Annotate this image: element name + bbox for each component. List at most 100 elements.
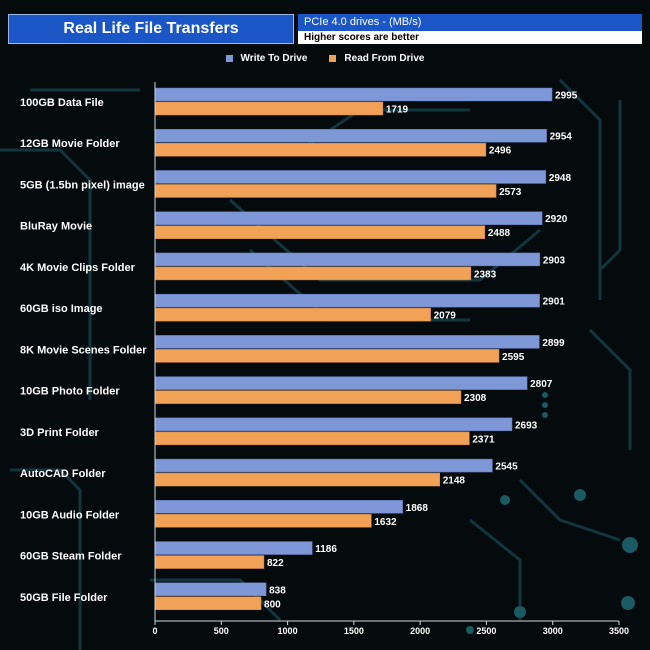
x-tick-label: 3000	[543, 626, 563, 636]
data-label-write: 2899	[542, 338, 565, 349]
circuit-trace	[150, 578, 282, 622]
bar-read	[154, 184, 497, 198]
data-label-write: 1868	[406, 503, 429, 514]
bar-read	[154, 555, 265, 569]
bar-read	[154, 472, 441, 487]
data-label-read: 2371	[472, 434, 495, 445]
category-label: 60GB Steam Folder	[20, 551, 122, 563]
category-label: 12GB Movie Folder	[20, 138, 120, 150]
bar-write	[154, 87, 553, 102]
data-label-read: 1632	[374, 517, 397, 528]
circuit-node	[514, 606, 526, 618]
data-label-read: 2595	[502, 352, 525, 363]
circuit-node	[621, 596, 635, 610]
bar-write	[154, 128, 547, 143]
data-label-read: 2488	[488, 228, 511, 239]
x-tick-label: 1500	[344, 626, 364, 636]
x-tick-label: 2500	[476, 626, 496, 636]
data-label-read: 822	[267, 558, 284, 569]
data-label-write: 2901	[543, 297, 566, 308]
circuit-trace	[518, 478, 621, 542]
x-tick-label: 0	[152, 626, 157, 636]
circuit-trace	[469, 518, 522, 620]
category-label: 3D Print Folder	[20, 427, 100, 439]
bar-read	[154, 101, 384, 116]
data-label-write: 2954	[550, 132, 573, 143]
bar-write	[154, 335, 540, 349]
x-tick-label: 3500	[609, 626, 629, 636]
data-label-write: 2903	[543, 255, 566, 266]
x-tick-label: 2000	[410, 626, 430, 636]
data-label-read: 2079	[434, 311, 457, 322]
x-tick-label: 500	[214, 626, 229, 636]
legend-item-write: Write To Drive	[225, 53, 308, 64]
data-label-read: 2308	[464, 393, 487, 404]
data-label-read: 800	[264, 599, 281, 610]
circuit-trace	[588, 328, 632, 450]
bar-write	[154, 252, 541, 267]
category-label: 10GB Photo Folder	[20, 386, 120, 398]
bar-read	[154, 225, 486, 239]
data-label-write: 2807	[530, 379, 553, 390]
circuit-node	[500, 495, 510, 505]
bar-write	[154, 293, 540, 308]
legend-swatch-write	[225, 55, 233, 62]
category-label: 10GB Audio Folder	[20, 509, 120, 521]
category-label: 5GB (1.5bn pixel) image	[20, 179, 145, 191]
data-label-write: 2948	[549, 173, 572, 184]
data-label-write: 1186	[315, 544, 337, 555]
circuit-trace	[10, 468, 82, 650]
circuit-node	[466, 626, 474, 634]
category-label: 50GB File Folder	[20, 592, 108, 604]
data-label-write: 838	[269, 585, 286, 596]
category-label: BluRay Movie	[20, 221, 92, 233]
bar-write	[154, 582, 267, 597]
bar-write	[154, 458, 493, 473]
bar-read	[154, 514, 372, 528]
bar-read	[154, 307, 431, 322]
bar-read	[154, 596, 262, 611]
legend-label-read: Read From Drive	[344, 53, 425, 64]
bar-write	[154, 211, 543, 225]
chart-subtitle: PCIe 4.0 drives - (MB/s)	[298, 14, 642, 31]
bar-read	[154, 266, 472, 281]
circuit-trace	[0, 148, 92, 400]
circuit-trace	[598, 100, 622, 272]
circuit-node	[542, 412, 548, 418]
legend: Write To Drive Read From Drive	[0, 53, 650, 64]
x-tick-label: 1000	[278, 626, 298, 636]
circuit-node	[622, 537, 638, 553]
bar-write	[154, 541, 313, 555]
data-label-write: 2920	[545, 214, 568, 225]
circuit-trace	[558, 78, 602, 300]
subtitle-box: PCIe 4.0 drives - (MB/s) Higher scores a…	[298, 14, 642, 44]
category-label: 4K Movie Clips Folder	[20, 262, 136, 274]
legend-item-read: Read From Drive	[329, 53, 424, 64]
circuit-node	[542, 402, 548, 408]
bar-write	[154, 376, 528, 390]
category-label: AutoCAD Folder	[20, 468, 106, 480]
data-label-write: 2995	[555, 91, 578, 102]
legend-swatch-read	[329, 55, 337, 62]
data-label-read: 2573	[499, 187, 522, 198]
chart-title: Real Life File Transfers	[8, 14, 294, 44]
data-label-write: 2693	[515, 420, 538, 431]
bar-write	[154, 417, 513, 432]
circuit-node	[574, 489, 586, 501]
category-label: 100GB Data File	[20, 97, 104, 109]
bar-write	[154, 170, 547, 184]
bar-read	[154, 349, 500, 363]
bar-read	[154, 142, 487, 157]
data-label-read: 2148	[443, 476, 466, 487]
legend-label-write: Write To Drive	[240, 53, 308, 64]
bar-write	[154, 500, 403, 514]
chart-note: Higher scores are better	[298, 31, 642, 44]
data-label-read: 2383	[474, 269, 497, 280]
category-label: 8K Movie Scenes Folder	[20, 344, 147, 356]
circuit-node	[542, 392, 548, 398]
bar-read	[154, 431, 470, 446]
data-label-read: 1719	[386, 105, 409, 116]
data-label-read: 2496	[489, 146, 512, 157]
